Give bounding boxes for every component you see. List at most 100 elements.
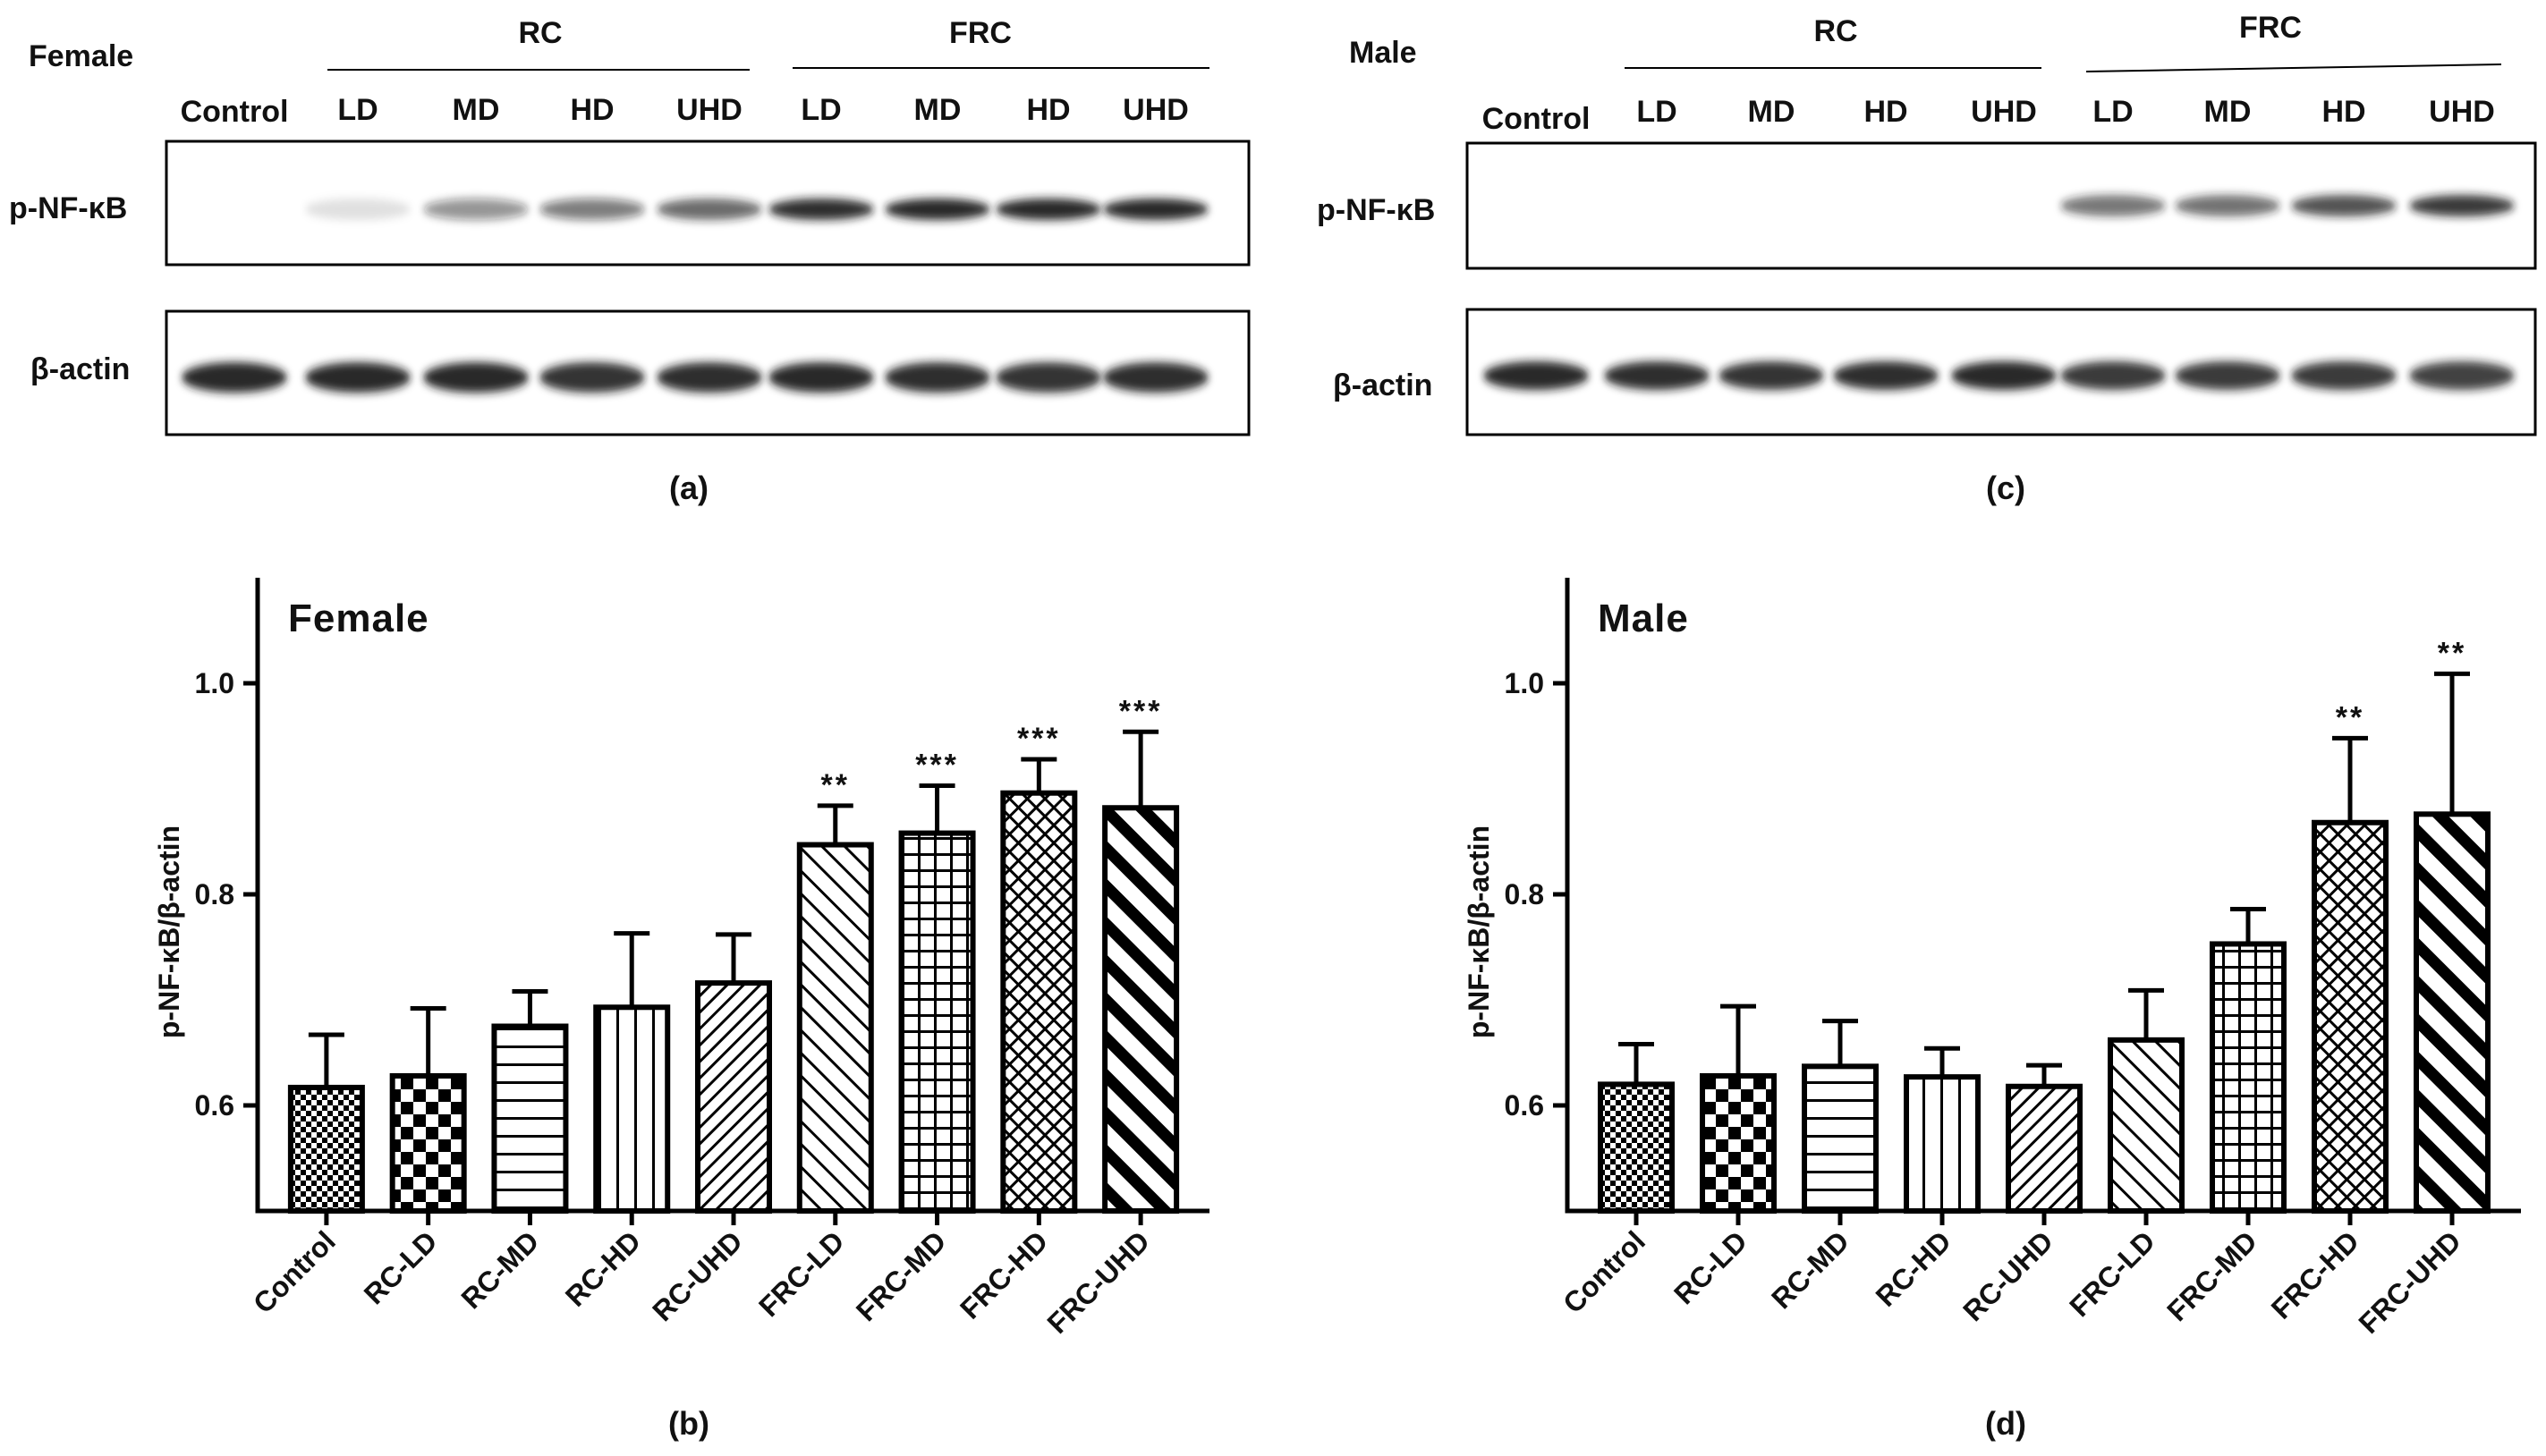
blot-band <box>885 362 990 393</box>
y-axis-label: p-NF-κB/β-actin <box>1463 825 1495 1038</box>
blot-band <box>1103 362 1209 393</box>
blot-band <box>305 362 411 393</box>
y-tick-label: 1.0 <box>1505 667 1544 699</box>
x-tick-label: FRC-LD <box>2063 1224 2161 1323</box>
x-tick-label: FRC-HD <box>954 1224 1054 1325</box>
blot-group-label-frc: FRC <box>949 16 1012 50</box>
blot-band <box>539 199 645 220</box>
blot-band <box>1604 361 1710 390</box>
panel-label-d: (d) <box>1985 1405 2026 1442</box>
blot-lane-frc-hd: HD <box>2321 95 2365 129</box>
y-tick-label: 0.8 <box>195 878 234 910</box>
blot-lane-frc-uhd: UHD <box>2429 95 2495 129</box>
x-tick-label: RC-MD <box>1765 1224 1855 1315</box>
bar-control <box>1598 1081 1675 1215</box>
blot-band <box>2409 361 2515 390</box>
x-tick-label: RC-UHD <box>646 1224 749 1327</box>
x-tick-label: FRC-UHD <box>1041 1224 1157 1340</box>
blot-lane-control: Control <box>1482 102 1591 136</box>
blot-band <box>2060 361 2166 390</box>
bar-control <box>287 1084 365 1214</box>
blot-band <box>539 362 645 393</box>
bar-rc-uhd <box>695 980 772 1214</box>
blot-lane-rc-md: MD <box>453 93 500 127</box>
blot-band <box>768 362 874 393</box>
significance-marker: ** <box>2438 636 2466 670</box>
panel-label-b: (b) <box>668 1405 709 1442</box>
bar-rc-hd <box>593 1004 671 1215</box>
x-tick-label: RC-UHD <box>1956 1224 2059 1327</box>
bar-frc-ld <box>796 842 874 1214</box>
axis-lines <box>255 578 1209 1214</box>
significance-marker: *** <box>915 748 959 782</box>
bar-frc-md <box>898 830 976 1214</box>
x-tick-label: FRC-UHD <box>2352 1224 2467 1340</box>
significance-marker: ** <box>2336 700 2364 734</box>
bar-chart-male: Male p-NF-κB/β-actin 0.6 0.8 1.0 Control RC-… <box>1463 578 2521 1442</box>
blot-band <box>2060 195 2166 216</box>
panel-label-a: (a) <box>669 470 709 506</box>
blot-lane-rc-hd: HD <box>570 93 614 127</box>
blot-band <box>2175 361 2280 390</box>
blot-group-label-rc: RC <box>518 16 562 50</box>
blot-lane-rc-uhd: UHD <box>676 93 743 127</box>
bar-frc-uhd <box>1102 805 1180 1214</box>
blot-band <box>996 362 1101 393</box>
x-tick-label: FRC-LD <box>752 1224 851 1323</box>
blot-sex-label: Female <box>29 39 133 73</box>
blot-band <box>657 362 762 393</box>
bar-frc-ld <box>2108 1037 2185 1214</box>
x-tick-label: RC-LD <box>358 1224 444 1310</box>
x-tick-label: FRC-HD <box>2265 1224 2365 1325</box>
y-tick-label: 1.0 <box>195 667 234 699</box>
blot-band <box>657 199 762 220</box>
bar-rc-hd <box>1904 1074 1981 1215</box>
x-tick-label: FRC-MD <box>2160 1224 2263 1327</box>
y-tick-label: 0.6 <box>1505 1089 1544 1122</box>
bar-frc-hd <box>1000 790 1078 1214</box>
blot-lane-frc-ld: LD <box>801 93 841 127</box>
blot-band <box>423 362 529 393</box>
bands-pnfkb-female <box>305 199 1209 220</box>
bands-actin-male <box>1483 361 2515 390</box>
blot-lane-frc-md: MD <box>914 93 962 127</box>
blot-band <box>423 199 529 220</box>
blot-lane-rc-ld: LD <box>1636 95 1676 129</box>
x-tick-label: RC-HD <box>559 1224 647 1312</box>
x-tick-label: RC-HD <box>1870 1224 1957 1312</box>
blot-band <box>1719 361 1824 390</box>
blot-lane-control: Control <box>181 95 289 129</box>
chart-title: Male <box>1598 597 1689 640</box>
significance-marker: *** <box>1119 694 1163 728</box>
blot-band <box>996 199 1101 220</box>
blot-group-label-rc: RC <box>1813 14 1857 48</box>
bar-rc-ld <box>1700 1072 1777 1214</box>
blot-band <box>182 362 287 393</box>
bar-rc-ld <box>389 1072 467 1214</box>
y-tick-label: 0.8 <box>1505 878 1544 910</box>
blot-group-label-frc: FRC <box>2239 11 2302 45</box>
blot-band <box>1951 361 2057 390</box>
group-line-frc <box>2085 63 2502 72</box>
bands-pnfkb-male <box>2060 195 2515 216</box>
significance-marker: *** <box>1017 722 1061 756</box>
blot-row-label-pnfkb: p-NF-κB <box>1317 193 1435 227</box>
blot-lane-rc-md: MD <box>1748 95 1795 129</box>
x-tick-label: RC-MD <box>455 1224 546 1315</box>
blot-lane-rc-hd: HD <box>1863 95 1907 129</box>
blot-band <box>1833 361 1939 390</box>
blot-band <box>2291 361 2397 390</box>
blot-sex-label: Male <box>1349 36 1417 70</box>
western-blot-male: Male RC FRC Control LD MD HD UHD LD MD H… <box>1317 11 2537 506</box>
bar-frc-md <box>2210 941 2287 1214</box>
y-axis-label: p-NF-κB/β-actin <box>153 825 185 1038</box>
blot-band <box>2291 195 2397 216</box>
bands-actin-female <box>182 362 1209 393</box>
x-tick-label: Control <box>1557 1224 1651 1319</box>
blot-row-label-actin: β-actin <box>1333 368 1432 402</box>
blot-row-label-actin: β-actin <box>30 352 130 386</box>
